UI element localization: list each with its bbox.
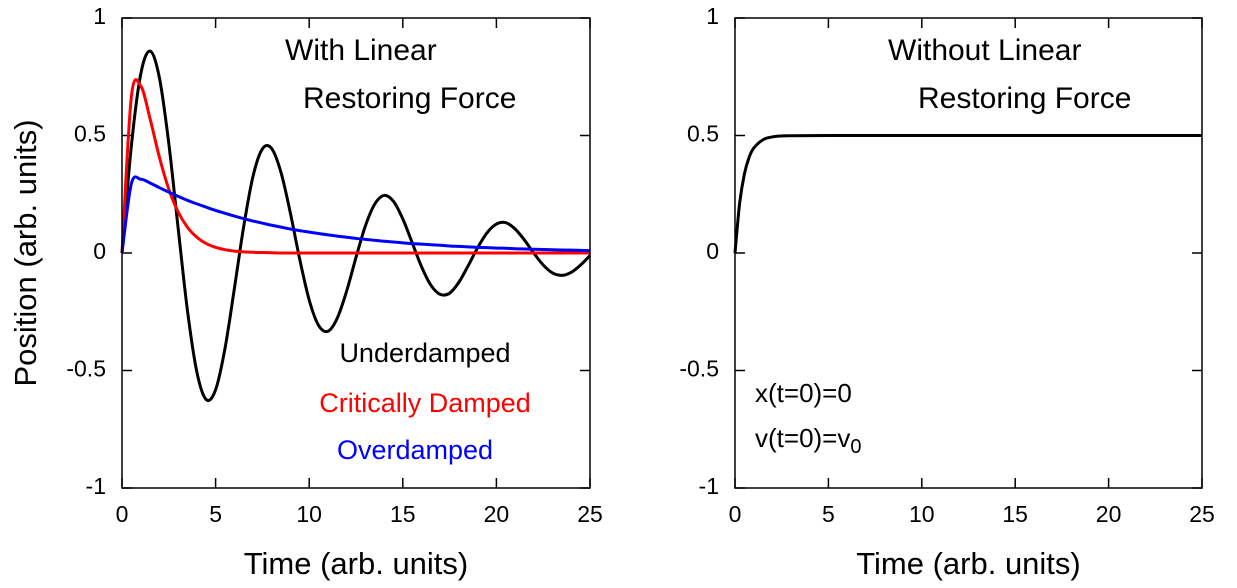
data-line bbox=[120, 175, 591, 254]
x-tick-label: 25 bbox=[1189, 501, 1215, 527]
annotation: Without Linear bbox=[888, 34, 1081, 67]
y-tick-label: 1 bbox=[93, 3, 106, 29]
x-tick-label: 25 bbox=[577, 501, 603, 527]
legend-entry: Underdamped bbox=[339, 338, 510, 368]
y-tick-label: -0.5 bbox=[66, 356, 106, 382]
condition: x(t=0)=0 bbox=[755, 378, 852, 408]
legend-entry: Overdamped bbox=[337, 435, 493, 465]
annotation: Restoring Force bbox=[303, 82, 516, 115]
condition: v(t=0)=v0 bbox=[755, 423, 862, 458]
x-tick-label: 15 bbox=[1002, 501, 1028, 527]
x-tick-label: 5 bbox=[209, 501, 222, 527]
plot-frame bbox=[121, 17, 591, 489]
y-tick-label: 0 bbox=[93, 238, 106, 264]
x-tick-label: 20 bbox=[484, 501, 510, 527]
x-tick-label: 10 bbox=[909, 501, 935, 527]
x-tick-label: 5 bbox=[822, 501, 835, 527]
y-tick-label: -0.5 bbox=[679, 356, 719, 382]
x-tick-label: 10 bbox=[296, 501, 322, 527]
x-tick-label: 20 bbox=[1096, 501, 1122, 527]
condition-text: v(t=0)=v bbox=[755, 423, 850, 453]
y-tick-label: 0 bbox=[706, 238, 719, 264]
x-axis-label: Time (arb. units) bbox=[244, 546, 469, 581]
legend-entry: Critically Damped bbox=[319, 388, 531, 418]
x-tick-label: 15 bbox=[390, 501, 416, 527]
x-axis-label: Time (arb. units) bbox=[856, 546, 1081, 581]
y-axis-label: Position (arb. units) bbox=[8, 119, 43, 386]
y-tick-label: -1 bbox=[699, 473, 719, 499]
y-tick-label: 0.5 bbox=[687, 121, 719, 147]
condition-text: x(t=0)=0 bbox=[755, 378, 852, 408]
y-tick-label: 1 bbox=[706, 3, 719, 29]
condition-subscript: 0 bbox=[850, 436, 861, 458]
y-tick-label: -1 bbox=[86, 473, 106, 499]
y-tick-label: 0.5 bbox=[74, 121, 106, 147]
data-line bbox=[733, 133, 1202, 254]
data-line bbox=[120, 49, 592, 403]
data-line bbox=[120, 78, 590, 255]
annotation: With Linear bbox=[285, 34, 437, 67]
x-tick-label: 0 bbox=[729, 501, 742, 527]
annotation: Restoring Force bbox=[918, 82, 1131, 115]
plot-frame bbox=[734, 17, 1203, 489]
x-tick-label: 0 bbox=[116, 501, 129, 527]
